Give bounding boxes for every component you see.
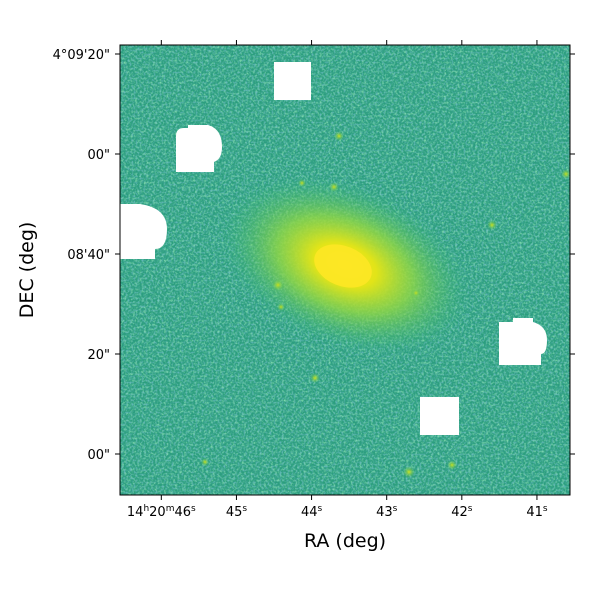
- y-tick-label: 00": [87, 148, 110, 163]
- y-tick-label: 08'40": [67, 248, 110, 263]
- x-tick-label: 45s: [226, 504, 248, 520]
- x-tick-label: 14h20m46s: [127, 504, 196, 520]
- x-tick-label: 44s: [301, 504, 323, 520]
- x-axis-label: RA (deg): [304, 530, 386, 552]
- image: [120, 45, 570, 495]
- x-tick-label: 41s: [526, 504, 548, 520]
- x-tick-label: 42s: [451, 504, 473, 520]
- y-tick-label: 00": [87, 448, 110, 463]
- y-tick-label: 20": [87, 348, 110, 363]
- y-axis-label: DEC (deg): [16, 222, 38, 319]
- x-tick-label: 43s: [376, 504, 398, 520]
- y-tick-label: 4°09'20": [53, 48, 110, 63]
- plot-frame: [119, 44, 571, 496]
